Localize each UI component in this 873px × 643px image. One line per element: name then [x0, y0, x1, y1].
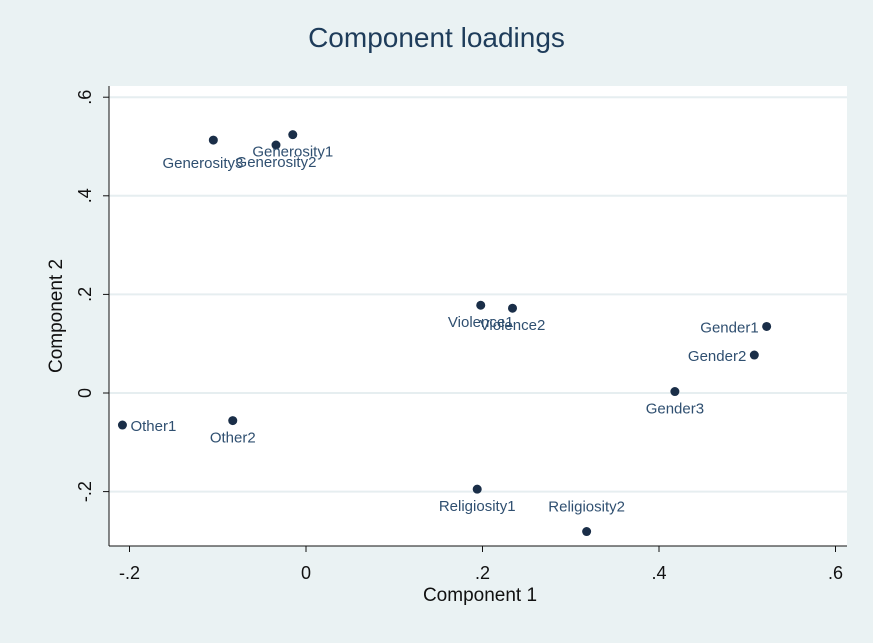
data-point — [582, 527, 592, 537]
data-point — [208, 135, 218, 145]
x-tick-label: .2 — [475, 563, 490, 583]
plot-area — [109, 86, 847, 546]
y-tick-label: -.2 — [75, 481, 95, 502]
data-point — [271, 140, 281, 150]
data-point — [117, 420, 127, 430]
x-axis-label: Component 1 — [423, 585, 537, 606]
point-label: Other1 — [130, 418, 176, 435]
data-point — [476, 300, 486, 310]
data-point — [749, 350, 759, 360]
data-point — [670, 387, 680, 397]
point-label: Gender2 — [688, 348, 746, 365]
point-label: Generosity1 — [252, 144, 333, 161]
axis-ticks: -.2 0 .2 .4 .6 -.2 0 .2 .4 .6 — [75, 90, 843, 583]
y-tick-label: .6 — [75, 90, 95, 105]
chart-title: Component loadings — [308, 22, 565, 53]
y-axis-label: Component 2 — [46, 259, 67, 373]
data-point — [508, 303, 518, 313]
data-point — [228, 416, 238, 426]
point-label: Religiosity1 — [439, 498, 516, 515]
x-tick-label: .6 — [828, 563, 843, 583]
point-label: Generosity2 — [236, 154, 317, 171]
point-label: Violence2 — [480, 317, 546, 334]
y-tick-label: .2 — [75, 287, 95, 302]
data-point — [762, 321, 772, 331]
data-point — [472, 484, 482, 494]
x-tick-label: 0 — [301, 563, 311, 583]
data-point — [288, 130, 298, 140]
x-tick-label: .4 — [651, 563, 666, 583]
point-label: Other2 — [210, 430, 256, 447]
y-tick-label: .4 — [75, 188, 95, 203]
point-label: Violence1 — [448, 314, 514, 331]
point-label: Gender3 — [646, 401, 704, 418]
y-tick-label: 0 — [75, 388, 95, 398]
point-label: Gender1 — [700, 319, 758, 336]
x-tick-label: -.2 — [119, 563, 140, 583]
point-label: Religiosity2 — [548, 499, 625, 516]
point-label: Generosity3 — [162, 155, 243, 172]
